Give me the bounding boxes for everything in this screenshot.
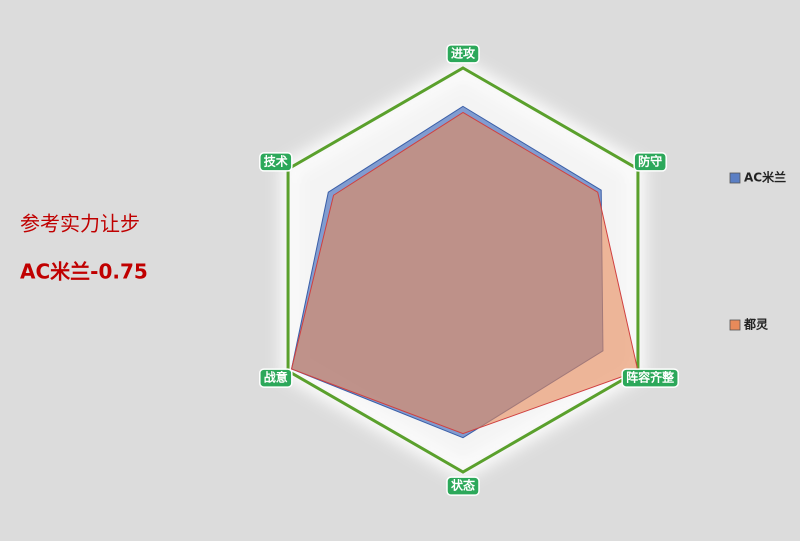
annotation: AC米兰-0.75: [20, 260, 148, 284]
legend-swatch: [729, 319, 741, 331]
legend-label: AC米兰: [744, 170, 786, 185]
axis-label-text: 技术: [264, 153, 288, 168]
axis-label-box: [621, 368, 679, 388]
axis-label-box: [259, 152, 293, 172]
axis-label-box: [446, 476, 480, 496]
axis-label-box: [259, 368, 293, 388]
legend-swatch: [729, 172, 741, 184]
axis-label: 进攻: [446, 44, 480, 64]
axis-label-text: 状态: [451, 478, 475, 493]
axis-label: 战意: [259, 368, 293, 388]
annotation: 参考实力让步: [20, 212, 140, 236]
axis-label-text: 战意: [264, 370, 288, 385]
axis-label-text: 阵容齐整: [626, 370, 674, 385]
axis-label: 技术: [259, 152, 293, 172]
radar-area: [290, 111, 639, 435]
axis-label-box: [446, 44, 480, 64]
legend-label: 都灵: [743, 317, 769, 332]
axis-label: 防守: [633, 152, 667, 172]
axis-label-box: [633, 152, 667, 172]
axis-label-text: 进攻: [451, 45, 476, 60]
axis-label-text: 防守: [638, 153, 662, 168]
axis-label: 阵容齐整: [621, 368, 679, 388]
axis-label: 状态: [446, 476, 480, 496]
